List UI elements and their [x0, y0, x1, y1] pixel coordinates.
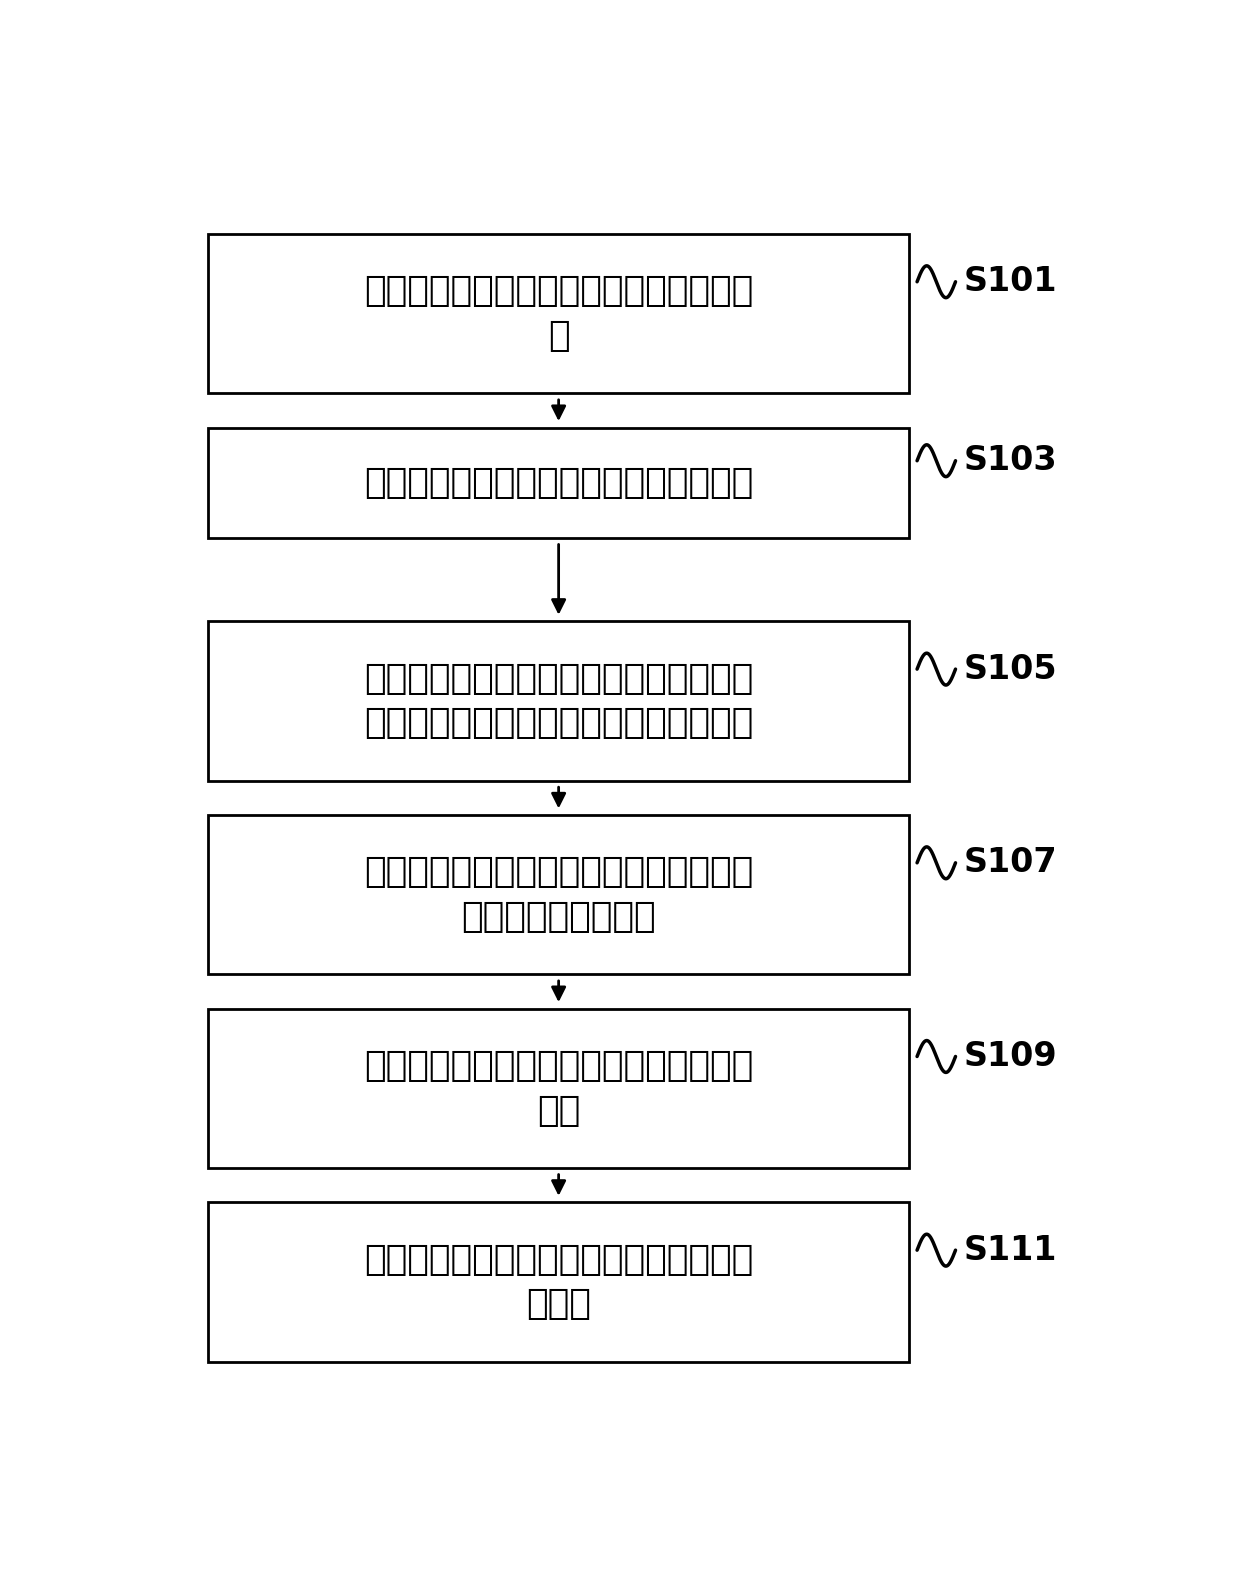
- Bar: [208, 815, 909, 974]
- Bar: [208, 1202, 909, 1361]
- Bar: [208, 234, 909, 393]
- Bar: [208, 1009, 909, 1169]
- Text: 将日志数据重构为机器学习模型可处理的
数据结构，数据结构包含训练集和测试集: 将日志数据重构为机器学习模型可处理的 数据结构，数据结构包含训练集和测试集: [365, 662, 753, 740]
- Text: S103: S103: [963, 444, 1056, 478]
- Text: 对日志信息进行数字化处理生成日志数据: 对日志信息进行数字化处理生成日志数据: [365, 466, 753, 500]
- Text: S101: S101: [963, 266, 1056, 298]
- Text: S105: S105: [963, 653, 1056, 686]
- Bar: [208, 428, 909, 538]
- Text: S109: S109: [963, 1040, 1056, 1073]
- Text: S107: S107: [963, 847, 1056, 879]
- Text: 使用所选择的机器学习模型来分析新产生
的日志: 使用所选择的机器学习模型来分析新产生 的日志: [365, 1243, 753, 1321]
- Text: 根据测试结果来选择训练得到的机器学习
模型: 根据测试结果来选择训练得到的机器学习 模型: [365, 1049, 753, 1127]
- Text: 收集既有日志并从既有日志中提取日志信
息: 收集既有日志并从既有日志中提取日志信 息: [365, 274, 753, 353]
- Text: 分别使用训练集和测试集来训练并随后测
试多个机器学习模型: 分别使用训练集和测试集来训练并随后测 试多个机器学习模型: [365, 855, 753, 935]
- Text: S111: S111: [963, 1234, 1056, 1267]
- Bar: [208, 621, 909, 780]
